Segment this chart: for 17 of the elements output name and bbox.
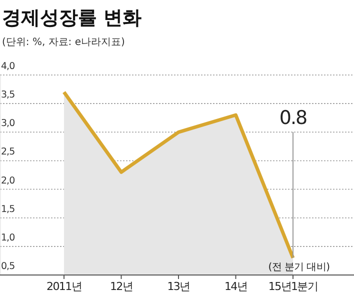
y-tick-label: 4,0 — [1, 61, 16, 72]
x-tick-label: 12년 — [110, 280, 133, 293]
chart-title: 경제성장률 변화 — [2, 7, 142, 29]
y-tick-label: 2,0 — [1, 175, 16, 186]
y-tick-label: 2,5 — [1, 146, 16, 158]
x-tick-label: 13년 — [167, 280, 190, 293]
data-label: 0.8 — [279, 107, 307, 130]
x-tick-label: 14년 — [224, 280, 248, 293]
y-tick-label: 3,5 — [1, 90, 16, 101]
y-tick-label: 1,5 — [1, 204, 16, 215]
y-tick-label: 1,0 — [1, 232, 16, 244]
annotation: (전 분기 대비) — [268, 262, 330, 273]
x-tick-label: 15년1분기 — [268, 280, 318, 293]
chart-subtitle: (단위: %, 자료: e나라지표) — [2, 37, 126, 48]
x-tick-label: 2011년 — [46, 280, 82, 293]
y-tick-label: 3,0 — [1, 118, 16, 130]
y-tick-label: 0,5 — [1, 261, 16, 272]
